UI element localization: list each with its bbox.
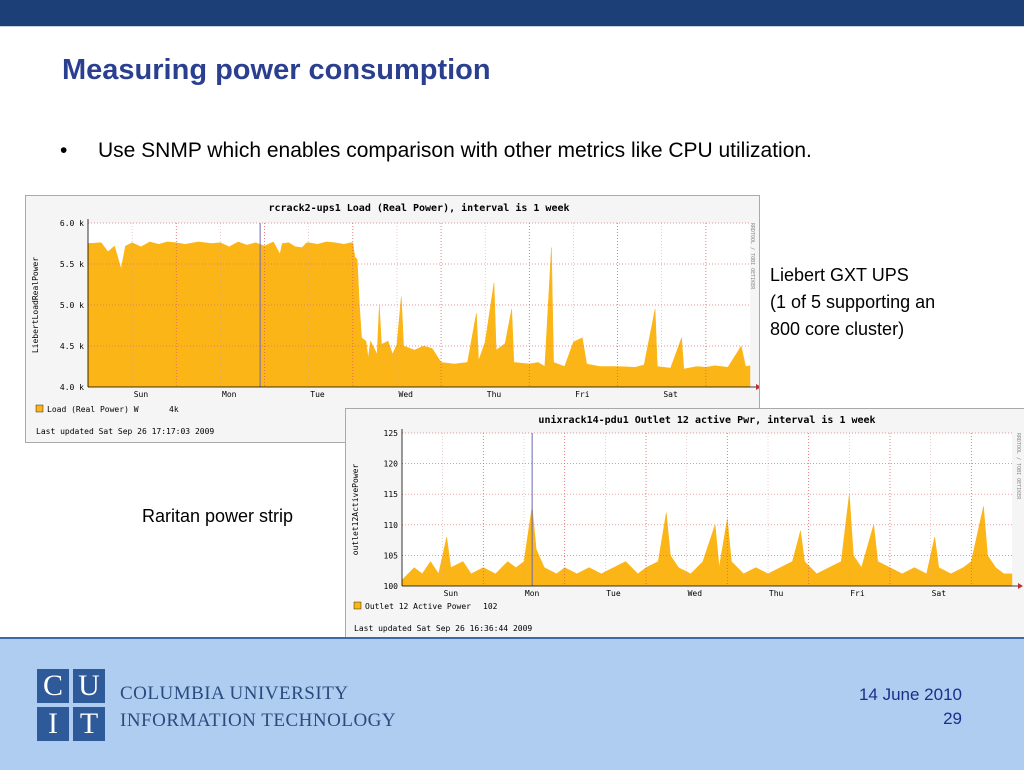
y-axis-label: outlet12ActivePower bbox=[351, 464, 360, 556]
legend-swatch bbox=[35, 404, 44, 413]
department-name: INFORMATION TECHNOLOGY bbox=[120, 710, 397, 731]
x-tick-label: Fri bbox=[850, 589, 865, 598]
rrdtool-credit: RRDTOOL / TOBI OETIKER bbox=[1015, 433, 1021, 500]
y-tick-label: 100 bbox=[384, 582, 399, 591]
logo-letter-t: T bbox=[73, 707, 105, 741]
power-area-series bbox=[87, 241, 751, 388]
y-tick-label: 6.0 k bbox=[60, 219, 84, 228]
y-axis-label: LiebertLoadRealPower bbox=[31, 257, 40, 354]
ups-power-chart: rcrack2-ups1 Load (Real Power), interval… bbox=[25, 195, 760, 443]
chart-title: rcrack2-ups1 Load (Real Power), interval… bbox=[268, 202, 569, 214]
legend-value: 4k bbox=[169, 405, 179, 414]
pdu-power-chart-svg: unixrack14-pdu1 Outlet 12 active Pwr, in… bbox=[351, 414, 1023, 633]
ups-note-line3: 800 core cluster) bbox=[770, 319, 905, 339]
slide-title: Measuring power consumption bbox=[62, 54, 491, 86]
x-tick-label: Thu bbox=[487, 390, 502, 399]
slide-date: 14 June 2010 bbox=[858, 685, 962, 704]
legend-label: Outlet 12 Active Power bbox=[365, 602, 471, 611]
footer: C U I T COLUMBIA UNIVERSITY INFORMATION … bbox=[0, 637, 1024, 770]
y-tick-label: 125 bbox=[384, 429, 399, 438]
x-tick-label: Tue bbox=[606, 589, 621, 598]
bullet-dot-icon: • bbox=[60, 139, 68, 162]
x-tick-label: Wed bbox=[399, 390, 414, 399]
legend-label: Load (Real Power) W bbox=[47, 405, 139, 414]
power-area-series bbox=[401, 494, 1013, 587]
y-tick-label: 120 bbox=[384, 460, 399, 469]
last-updated-text: Last updated Sat Sep 26 17:17:03 2009 bbox=[36, 427, 214, 436]
x-tick-label: Mon bbox=[525, 589, 540, 598]
cuit-logo: C U I T bbox=[37, 669, 107, 743]
legend-swatch bbox=[353, 601, 362, 610]
y-tick-label: 4.5 k bbox=[60, 342, 84, 351]
y-tick-label: 115 bbox=[384, 490, 399, 499]
y-tick-label: 5.0 k bbox=[60, 301, 84, 310]
rrdtool-credit: RRDTOOL / TOBI OETIKER bbox=[749, 223, 755, 290]
legend-value: 102 bbox=[483, 602, 498, 611]
pdu-power-chart: unixrack14-pdu1 Outlet 12 active Pwr, in… bbox=[345, 408, 1024, 639]
ups-power-chart-svg: rcrack2-ups1 Load (Real Power), interval… bbox=[31, 202, 759, 436]
chart-title: unixrack14-pdu1 Outlet 12 active Pwr, in… bbox=[538, 414, 875, 426]
x-tick-label: Wed bbox=[688, 589, 703, 598]
x-tick-label: Sun bbox=[444, 589, 459, 598]
x-tick-label: Sat bbox=[663, 390, 678, 399]
y-tick-label: 5.5 k bbox=[60, 260, 84, 269]
x-tick-label: Fri bbox=[575, 390, 590, 399]
y-tick-label: 105 bbox=[384, 551, 399, 560]
raritan-note: Raritan power strip bbox=[142, 506, 294, 526]
logo-letter-c: C bbox=[37, 669, 69, 703]
page-number: 29 bbox=[943, 709, 962, 728]
ups-note-line2: (1 of 5 supporting an bbox=[770, 292, 936, 312]
logo-letter-u: U bbox=[73, 669, 105, 703]
top-bar bbox=[0, 0, 1024, 27]
university-name: COLUMBIA UNIVERSITY bbox=[120, 683, 349, 704]
ups-note-line1: Liebert GXT UPS bbox=[770, 265, 909, 285]
x-axis-arrow-icon bbox=[756, 384, 759, 390]
x-axis-arrow-icon bbox=[1018, 583, 1023, 589]
x-tick-label: Sat bbox=[932, 589, 947, 598]
bullet-text: Use SNMP which enables comparison with o… bbox=[98, 139, 812, 162]
last-updated-text: Last updated Sat Sep 26 16:36:44 2009 bbox=[354, 624, 532, 633]
x-tick-label: Tue bbox=[310, 390, 325, 399]
logo-letter-i: I bbox=[37, 707, 69, 741]
y-tick-label: 110 bbox=[384, 521, 399, 530]
ups-note: Liebert GXT UPS (1 of 5 supporting an 80… bbox=[770, 262, 935, 343]
x-tick-label: Sun bbox=[134, 390, 149, 399]
x-tick-label: Thu bbox=[769, 589, 784, 598]
x-tick-label: Mon bbox=[222, 390, 237, 399]
y-tick-label: 4.0 k bbox=[60, 383, 84, 392]
